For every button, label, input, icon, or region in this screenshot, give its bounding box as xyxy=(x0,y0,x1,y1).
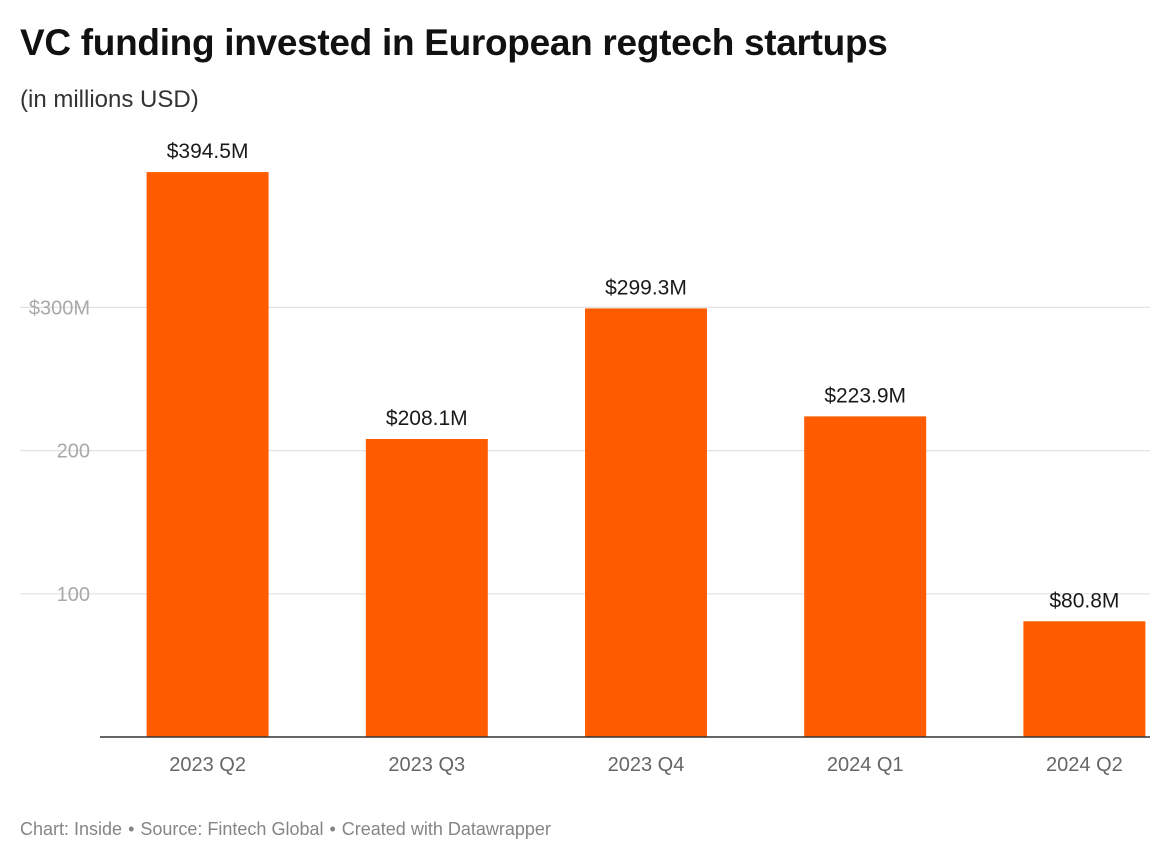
x-tick-label: 2023 Q3 xyxy=(388,754,465,776)
footer-separator: • xyxy=(128,819,135,839)
chart-credit: Chart: Inside xyxy=(20,819,123,839)
bar-2024-q2 xyxy=(1023,621,1146,737)
value-labels: $394.5M $208.1M $299.3M $223.9M $80.8M xyxy=(167,140,1120,612)
y-tick-label: 100 xyxy=(57,584,90,606)
x-tick-label: 2023 Q2 xyxy=(169,754,246,776)
footer-separator: • xyxy=(329,819,336,839)
chart-title: VC funding invested in European regtech … xyxy=(20,22,888,63)
bars xyxy=(146,172,1146,738)
x-tick-label: 2023 Q4 xyxy=(608,754,685,776)
bar-2023-q2 xyxy=(146,172,269,738)
bar-2023-q3 xyxy=(365,439,488,737)
bar-2023-q4 xyxy=(585,308,707,737)
chart-footer: Chart: Inside • Source: Fintech Global • Cre… xyxy=(20,819,551,840)
x-tick-label: 2024 Q1 xyxy=(827,754,904,776)
y-axis-ticks: 100 200 $300M xyxy=(29,297,90,605)
x-axis-ticks: 2023 Q2 2023 Q3 2023 Q4 2024 Q1 2024 Q2 xyxy=(169,754,1123,776)
bar-2024-q1 xyxy=(804,416,927,737)
bar-value-label: $223.9M xyxy=(824,384,906,407)
bar-value-label: $208.1M xyxy=(386,407,468,430)
chart-source: Source: Fintech Global xyxy=(140,819,324,839)
created-with: Created with Datawrapper xyxy=(341,819,551,839)
x-tick-label: 2024 Q2 xyxy=(1046,754,1123,776)
y-tick-label: $300M xyxy=(29,297,90,319)
bar-value-label: $299.3M xyxy=(605,276,687,299)
bar-value-label: $80.8M xyxy=(1049,589,1119,612)
bar-value-label: $394.5M xyxy=(167,140,249,163)
y-tick-label: 200 xyxy=(57,441,90,463)
chart-subtitle: (in millions USD) xyxy=(20,86,199,113)
